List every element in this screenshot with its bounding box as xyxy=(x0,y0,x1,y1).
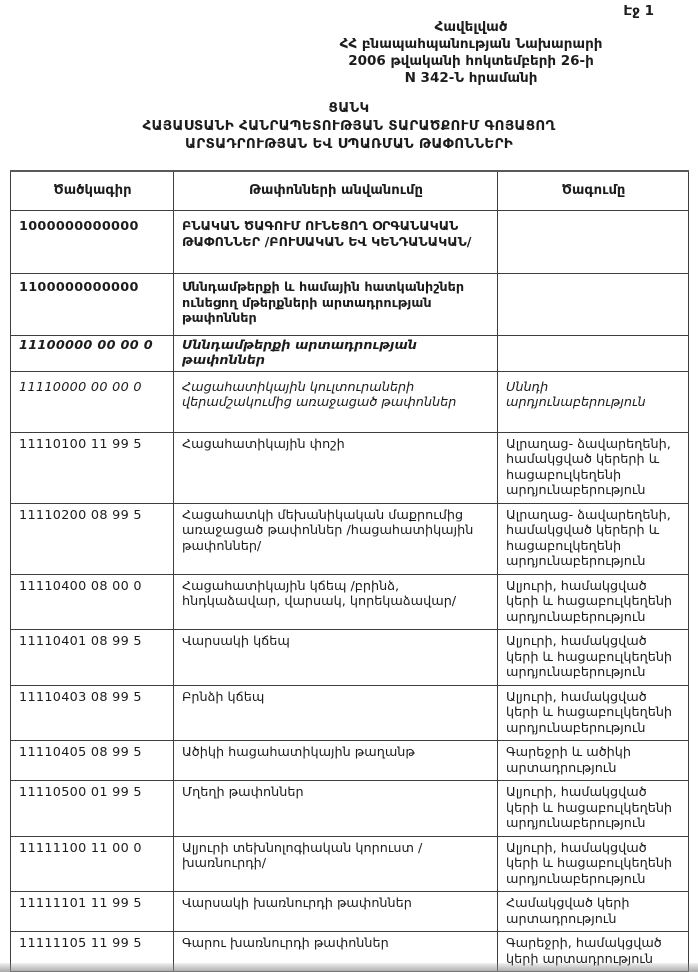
table-row: 1000000000000 ԲՆԱԿԱՆ ԾԱԳՈՒՄ ՈՒՆԵՑՈՂ ՕՐԳԱ… xyxy=(10,210,689,274)
table-row: 1100000000000 Սննդամթերքի և համային հատկ… xyxy=(10,273,689,336)
code-cell: 11110500 01 99 5 xyxy=(10,780,174,837)
name-cell: Հացահատիկային կուլտուրաների վերամշակումի… xyxy=(173,370,498,433)
table-row: 11110400 08 00 0 Հացահատիկային կճեպ /բրի… xyxy=(10,573,689,630)
origin-cell: Ալյուրի, համակցված կերի և հացաբուլկեղենի… xyxy=(497,573,689,630)
table-row: 11100000 00 00 0 Սննդամթերքի արտադրությա… xyxy=(10,334,689,372)
code-cell: 11110401 08 99 5 xyxy=(10,629,174,686)
table-row: 11110500 01 99 5 Մղեղի թափոններ Ալյուրի,… xyxy=(10,780,689,837)
name-cell: Վարսակի կճեպ xyxy=(173,629,498,686)
code-cell: 11100000 00 00 0 xyxy=(10,334,174,372)
column-header-name: Թափոնների անվանումը xyxy=(173,170,498,211)
origin-cell: Ալյուրի, համակցված կերի և հացաբուլկեղենի… xyxy=(497,629,689,686)
name-cell: Հացահատկի մեխանիկական մաքրումից առաջացած… xyxy=(173,502,498,575)
origin-cell: Սննդի արդյունաբերություն xyxy=(497,370,689,433)
code-cell: 11111100 11 00 0 xyxy=(10,835,174,892)
document-title-line: ԱՐՏԱԴՐՈՒԹՅԱՆ ԵՎ ՍՊԱՌՄԱՆ ԹԱՓՈՆՆԵՐԻ xyxy=(184,136,514,152)
name-cell: Հացահատիկային փոշի xyxy=(173,431,498,504)
code-cell: 11110000 00 00 0 xyxy=(10,370,174,433)
table-header-row: Ծածկագիր Թափոնների անվանումը Ծագումը xyxy=(10,170,689,211)
name-cell: Բրնձի կճեպ xyxy=(173,684,498,741)
origin-cell xyxy=(497,210,689,274)
appendix-header-line: 2006 թվականի հոկտեմբերի 26-ի xyxy=(348,53,594,69)
code-cell: 1000000000000 xyxy=(10,210,174,274)
appendix-header-line: N 342-Ն հրամանի xyxy=(404,70,538,86)
name-cell: Ածիկի հացահատիկային թաղանթ xyxy=(173,740,498,781)
column-header-code: Ծածկագիր xyxy=(10,170,174,211)
origin-cell: Ալրաղաց- ձավարեղենի, համակցված կերերի և … xyxy=(497,431,689,504)
name-cell: Վարսակի խառնուրդի թափոններ xyxy=(173,891,498,932)
appendix-header-line: Հավելված xyxy=(434,19,508,35)
origin-cell: Համակցված կերի արտադրություն xyxy=(497,891,689,932)
scan-artifact-band xyxy=(0,963,698,972)
document-title: ՑԱՆԿ ՀԱՅԱՍՏԱՆԻ ՀԱՆՐԱՊԵՏՈՒԹՅԱՆ ՏԱՐԱԾՔՈՒՄ … xyxy=(0,99,698,153)
table-row: 11110000 00 00 0 Հացահատիկային կուլտուրա… xyxy=(10,370,689,433)
name-cell: Սննդամթերքի արտադրության թափոններ xyxy=(173,334,498,372)
table-body: 1000000000000 ԲՆԱԿԱՆ ԾԱԳՈՒՄ ՈՒՆԵՑՈՂ ՕՐԳԱ… xyxy=(10,210,689,972)
origin-cell: Ալյուրի, համակցված կերի և հացաբուլկեղենի… xyxy=(497,684,689,741)
origin-cell xyxy=(497,273,689,336)
origin-cell: Ալյուրի, համակցված կերի և հացաբուլկեղենի… xyxy=(497,780,689,837)
origin-cell: Ալյուրի, համակցված կերի և հացաբուլկեղենի… xyxy=(497,835,689,892)
table-row: 11111101 11 99 5 Վարսակի խառնուրդի թափոն… xyxy=(10,891,689,932)
table-row: 11110401 08 99 5 Վարսակի կճեպ Ալյուրի, հ… xyxy=(10,629,689,686)
document-title-line: ՑԱՆԿ xyxy=(328,100,370,116)
table-row: 11110403 08 99 5 Բրնձի կճեպ Ալյուրի, համ… xyxy=(10,684,689,741)
name-cell: Հացահատիկային կճեպ /բրինձ, հնդկաձավար, վ… xyxy=(173,573,498,630)
code-cell: 11110200 08 99 5 xyxy=(10,502,174,575)
name-cell: Ալյուրի տեխնոլոգիական կորուստ /խառնուրդի… xyxy=(173,835,498,892)
origin-cell: Գարեջրի և ածիկի արտադրություն xyxy=(497,740,689,781)
table-row: 11110405 08 99 5 Ածիկի հացահատիկային թաղ… xyxy=(10,740,689,781)
appendix-header-line: ՀՀ բնապահպանության Նախարարի xyxy=(339,36,603,52)
table-row: 11110100 11 99 5 Հացահատիկային փոշի Ալրա… xyxy=(10,431,689,504)
name-cell: ԲՆԱԿԱՆ ԾԱԳՈՒՄ ՈՒՆԵՑՈՂ ՕՐԳԱՆԱԿԱՆ ԹԱՓՈՆՆԵՐ… xyxy=(173,210,498,274)
column-header-origin: Ծագումը xyxy=(497,170,689,211)
name-cell: Մղեղի թափոններ xyxy=(173,780,498,837)
origin-cell: Ալրաղաց- ձավարեղենի, համակցված կերերի և … xyxy=(497,502,689,575)
origin-cell xyxy=(497,334,689,372)
waste-classification-table: Ծածկագիր Թափոնների անվանումը Ծագումը 100… xyxy=(10,170,689,972)
document-title-line: ՀԱՅԱՍՏԱՆԻ ՀԱՆՐԱՊԵՏՈՒԹՅԱՆ ՏԱՐԱԾՔՈՒՄ ԳՈՅԱՑ… xyxy=(142,118,556,134)
code-cell: 11111101 11 99 5 xyxy=(10,891,174,932)
name-cell: Սննդամթերքի և համային հատկանիշներ ունեցո… xyxy=(173,273,498,336)
code-cell: 11110403 08 99 5 xyxy=(10,684,174,741)
code-cell: 1100000000000 xyxy=(10,273,174,336)
code-cell: 11110100 11 99 5 xyxy=(10,431,174,504)
table-row: 11110200 08 99 5 Հացահատկի մեխանիկական մ… xyxy=(10,502,689,575)
appendix-header: Հավելված ՀՀ բնապահպանության Նախարարի 200… xyxy=(276,19,666,87)
page-number: Էջ 1 xyxy=(623,3,654,19)
table-row: 11111100 11 00 0 Ալյուրի տեխնոլոգիական կ… xyxy=(10,835,689,892)
code-cell: 11110405 08 99 5 xyxy=(10,740,174,781)
code-cell: 11110400 08 00 0 xyxy=(10,573,174,630)
